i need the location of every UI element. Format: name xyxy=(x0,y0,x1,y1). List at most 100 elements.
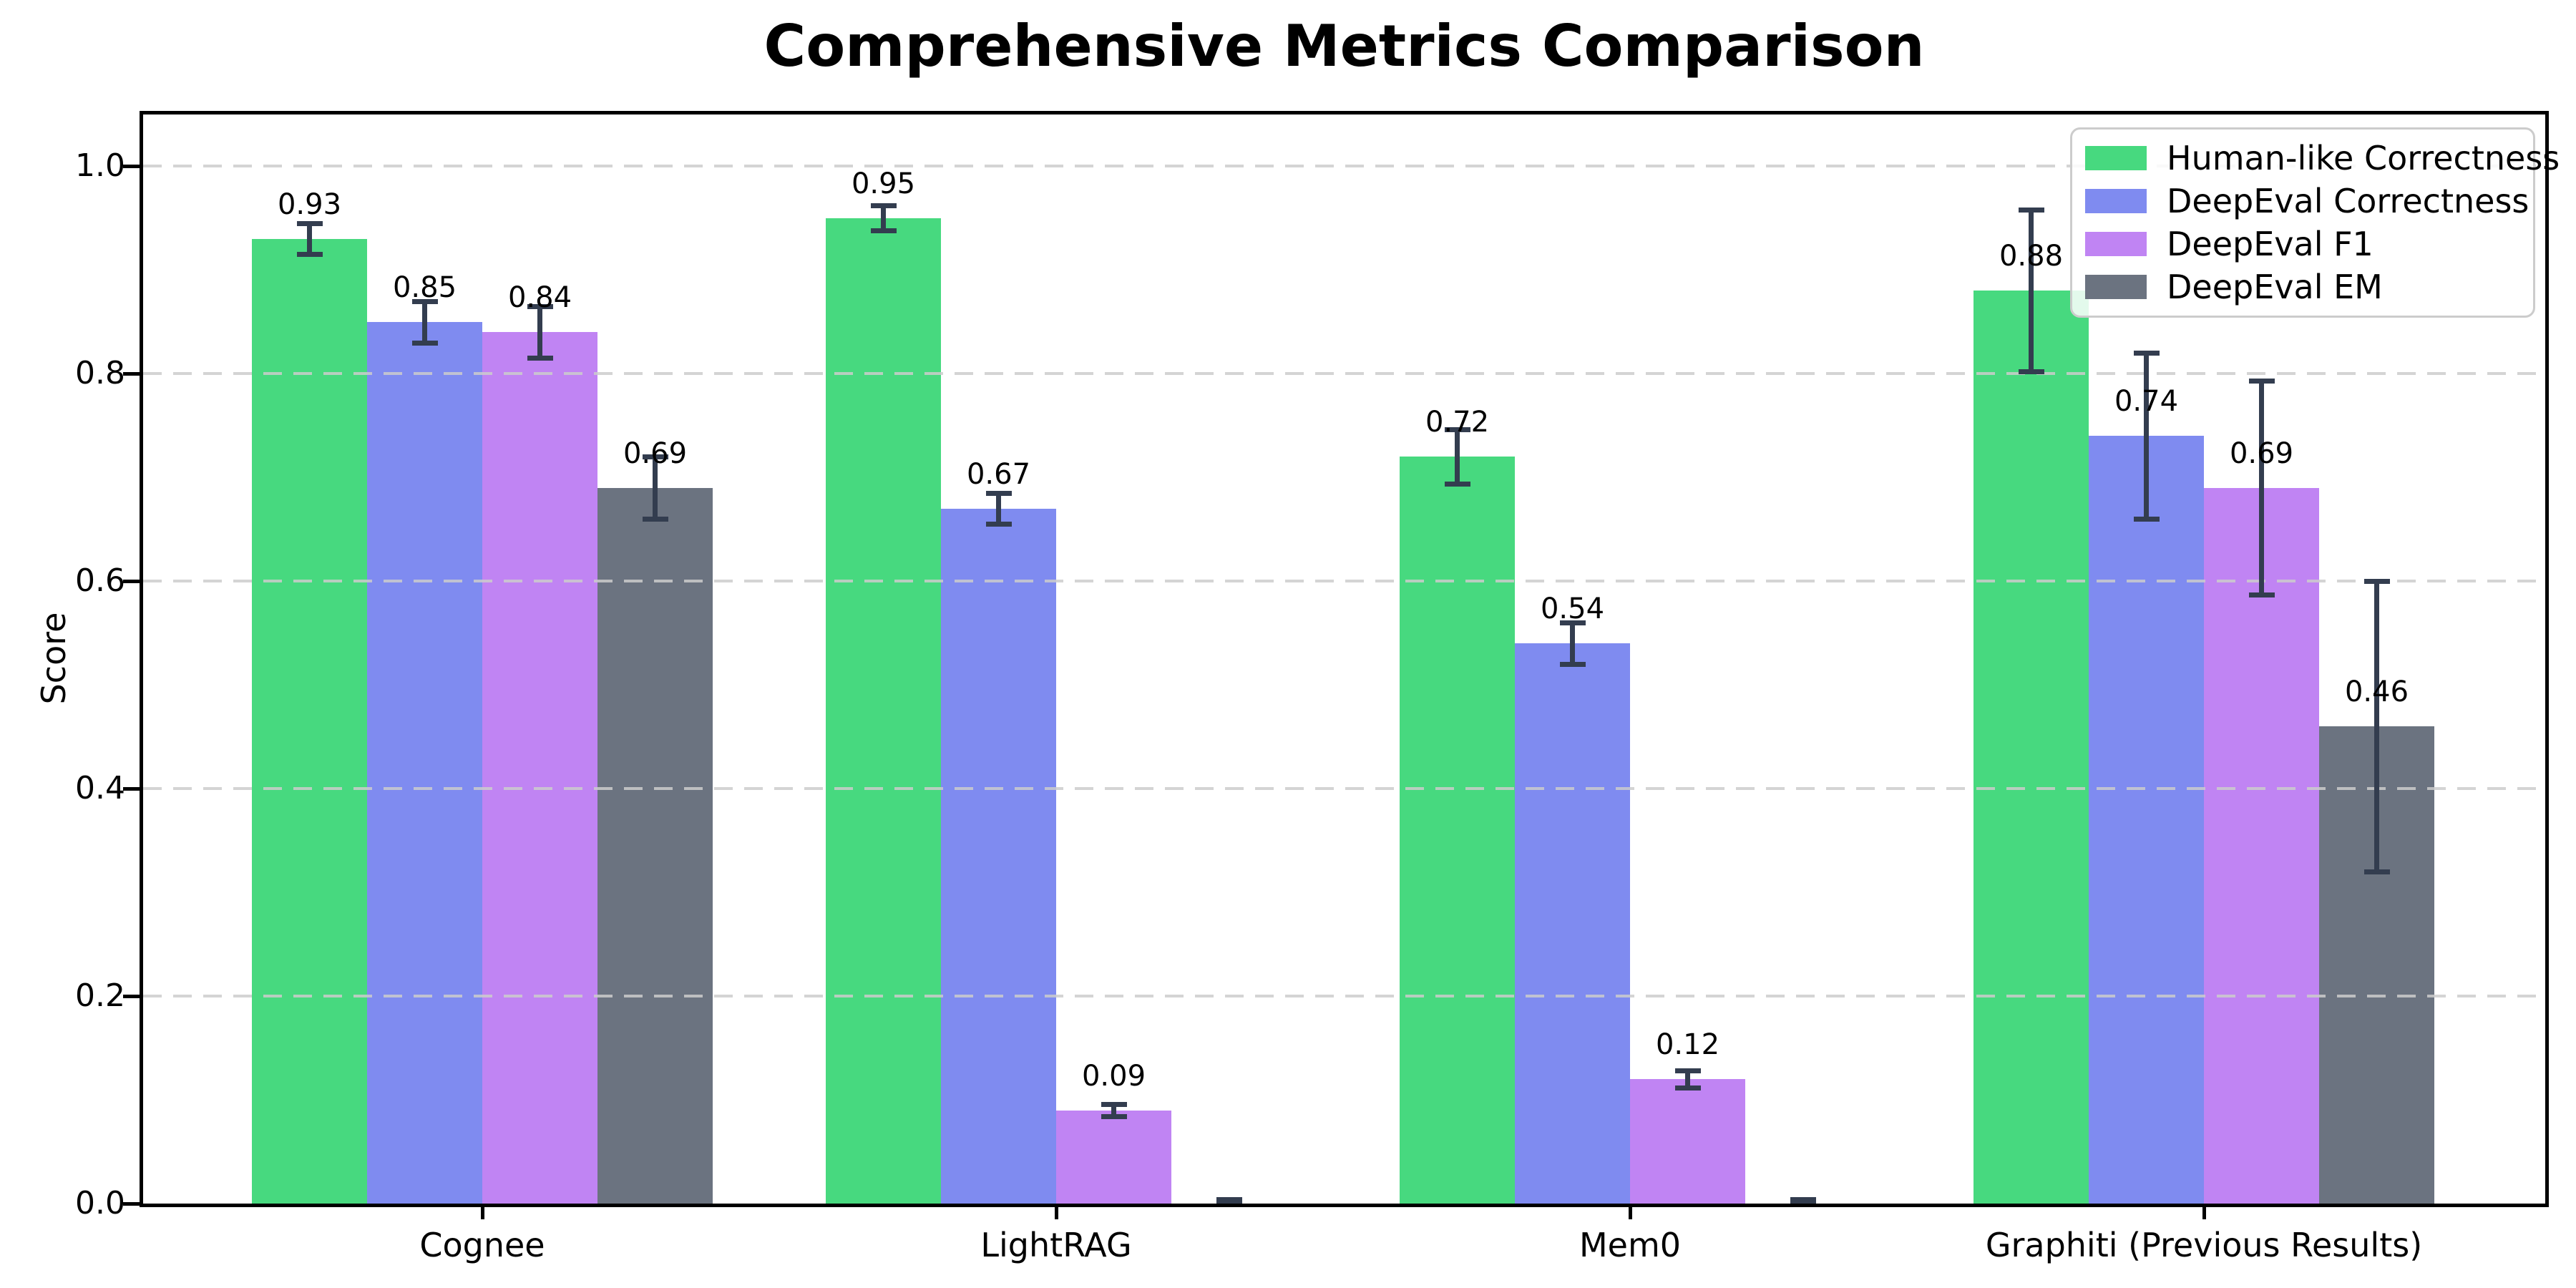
legend: Human-like Correctness DeepEval Correctne… xyxy=(2070,127,2560,318)
gridline-0.2 xyxy=(143,995,2545,997)
legend-label: DeepEval EM xyxy=(2167,268,2383,306)
bar-deepeval-f1-2 xyxy=(1630,1079,1745,1204)
bar-value-label: 0.85 xyxy=(392,270,457,304)
x-tick-label-1: LightRAG xyxy=(980,1226,1132,1264)
error-bar-cap-bottom xyxy=(2018,369,2044,375)
error-bar-cap-bottom xyxy=(1101,1114,1127,1120)
bar-deepeval-f1-3 xyxy=(2204,487,2319,1204)
error-bar-cap-bottom xyxy=(870,228,897,233)
bar-deepeval-f1-0 xyxy=(482,332,597,1204)
y-tick xyxy=(123,579,141,583)
error-bar-cap-top xyxy=(1674,1068,1701,1074)
legend-item: DeepEval Correctness xyxy=(2085,182,2529,220)
bar-human-like-correctness-3 xyxy=(1974,291,2089,1204)
error-bar-cap-top xyxy=(1101,1101,1127,1107)
legend-label: DeepEval Correctness xyxy=(2167,182,2529,220)
error-bar-cap-bottom xyxy=(2133,517,2160,522)
y-tick-label: 0.8 xyxy=(75,355,125,391)
plot-area: 0.93 0.95 0.72 0.88 0.85 0.67 0.54 0.74 0.84 0.09… xyxy=(143,114,2545,1204)
error-bar xyxy=(881,205,886,230)
error-bar-cap-bottom xyxy=(296,252,323,258)
bar-value-label: 0.69 xyxy=(2229,436,2294,470)
legend-swatch xyxy=(2085,189,2147,213)
error-bar-cap-bottom xyxy=(527,356,553,361)
error-bar xyxy=(996,492,1001,525)
error-bar-cap-top xyxy=(411,298,438,304)
error-bar-cap-bottom xyxy=(642,517,668,522)
error-bar-cap-top xyxy=(1559,620,1586,625)
bar-deepeval-f1-1 xyxy=(1056,1110,1171,1204)
error-bar-cap-top xyxy=(2248,379,2275,384)
legend-item: DeepEval EM xyxy=(2085,268,2520,306)
y-tick-label: 0.2 xyxy=(75,977,125,1014)
bar-value-label: 0.09 xyxy=(1081,1059,1146,1093)
bar-value-label: 0.88 xyxy=(1999,240,2064,273)
error-bar-cap-bottom xyxy=(2248,592,2275,597)
bar-human-like-correctness-2 xyxy=(1400,457,1515,1204)
x-tick-label-2: Mem0 xyxy=(1579,1226,1682,1264)
y-tick-label: 1.0 xyxy=(75,147,125,184)
y-tick-label: 0.4 xyxy=(75,770,125,806)
error-bar xyxy=(2259,381,2264,595)
y-axis-label: Score xyxy=(34,612,73,705)
error-bar-cap-top xyxy=(527,303,553,309)
bar-value-label: 0.95 xyxy=(851,167,916,200)
y-tick xyxy=(123,164,141,168)
error-bar xyxy=(1455,429,1460,484)
x-tick xyxy=(1628,1205,1632,1219)
error-bar xyxy=(1570,623,1575,664)
bar-deepeval-em-0 xyxy=(597,487,713,1204)
gridline-0.4 xyxy=(143,787,2545,790)
error-bar xyxy=(537,306,542,358)
x-tick-label-3: Graphiti (Previous Results) xyxy=(1985,1226,2423,1264)
bar-value-label: 0.74 xyxy=(2114,385,2179,418)
error-bar-cap-top xyxy=(2363,579,2390,584)
x-tick xyxy=(480,1205,484,1219)
bar-deepeval-correctness-3 xyxy=(2089,436,2204,1204)
legend-swatch xyxy=(2085,232,2147,256)
error-bar xyxy=(1685,1070,1690,1088)
error-bar-cap-top xyxy=(985,490,1012,496)
error-bar-cap-bottom xyxy=(2363,869,2390,874)
bar-value-label: 0.54 xyxy=(1540,592,1605,625)
error-bar-cap-bottom xyxy=(1216,1199,1242,1204)
chart-title: Comprehensive Metrics Comparison xyxy=(763,13,1925,79)
y-tick-label: 0.6 xyxy=(75,562,125,599)
y-tick xyxy=(123,1201,141,1206)
error-bar-cap-bottom xyxy=(1790,1199,1816,1204)
y-tick xyxy=(123,371,141,376)
error-bar-cap-top xyxy=(2018,207,2044,213)
error-bar-cap-bottom xyxy=(985,522,1012,527)
legend-item: DeepEval F1 xyxy=(2085,225,2520,263)
error-bar-cap-bottom xyxy=(1559,662,1586,667)
bar-value-label: 0.69 xyxy=(623,436,688,470)
error-bar xyxy=(1111,1103,1116,1117)
error-bar-cap-bottom xyxy=(1674,1085,1701,1091)
x-tick xyxy=(1054,1205,1058,1219)
bar-human-like-correctness-0 xyxy=(252,238,367,1204)
bar-deepeval-correctness-0 xyxy=(367,321,482,1204)
bar-human-like-correctness-1 xyxy=(826,218,941,1204)
bar-value-label: 0.93 xyxy=(277,187,342,221)
bar-value-label: 0.12 xyxy=(1655,1028,1720,1061)
x-tick-label-0: Cognee xyxy=(419,1226,545,1264)
y-tick xyxy=(123,786,141,791)
bar-value-label: 0.67 xyxy=(966,457,1031,491)
error-bar-cap-top xyxy=(296,220,323,226)
legend-label: Human-like Correctness xyxy=(2167,139,2560,177)
error-bar xyxy=(2144,353,2149,519)
bar-value-label: 0.46 xyxy=(2344,675,2409,708)
legend-label: DeepEval F1 xyxy=(2167,225,2373,263)
error-bar-cap-top xyxy=(642,454,668,459)
legend-swatch xyxy=(2085,146,2147,170)
plot-frame xyxy=(140,111,2549,1207)
x-tick xyxy=(2202,1205,2206,1219)
error-bar-cap-top xyxy=(870,203,897,209)
error-bar-cap-top xyxy=(1444,427,1470,433)
error-bar xyxy=(307,223,312,255)
gridline-1.0 xyxy=(143,165,2545,167)
error-bar xyxy=(2029,209,2034,372)
y-tick xyxy=(123,994,141,998)
legend-item: Human-like Correctness xyxy=(2085,139,2560,177)
